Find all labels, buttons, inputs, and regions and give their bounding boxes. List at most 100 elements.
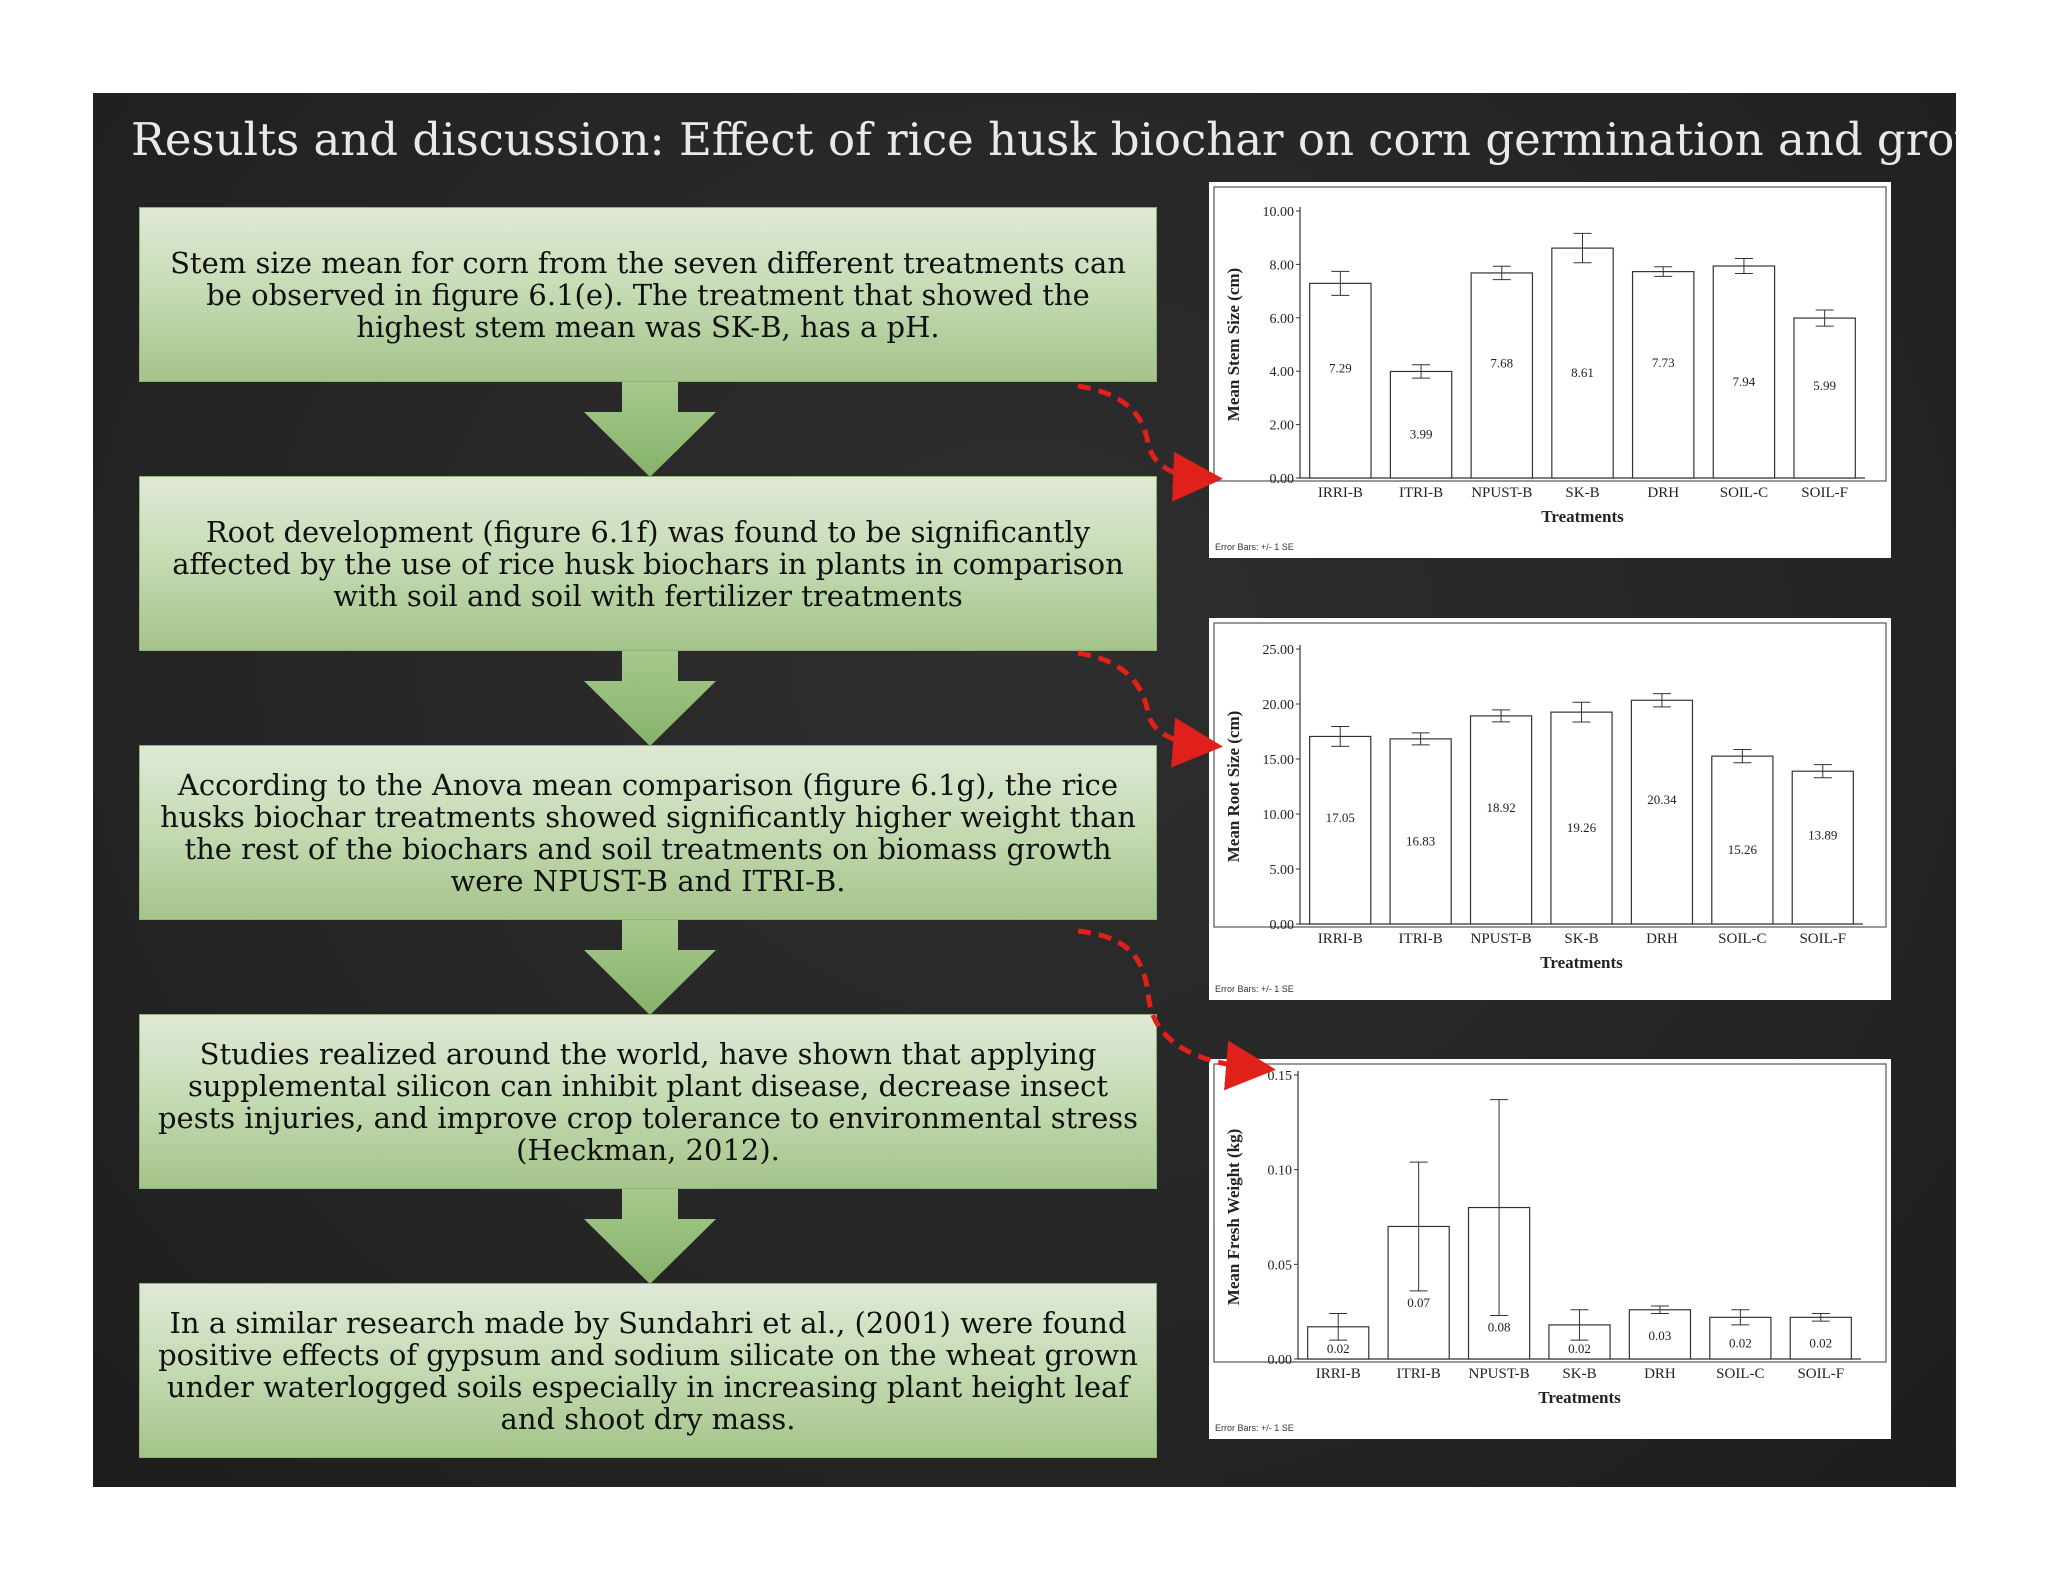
chart-frame [1213, 1063, 1887, 1363]
x-tick-label: SOIL-F [1799, 931, 1846, 947]
y-tick-label: 15.00 [1263, 753, 1295, 768]
chart-fresh-weight: 0.00 0.05 0.10 0.15 0.02 IRRI-B 0.07 ITRI-B 0.08… [1209, 1059, 1891, 1439]
y-tick-label: 8.00 [1270, 258, 1295, 273]
bar [1793, 317, 1856, 479]
data-label: 15.26 [1728, 842, 1758, 857]
connector-arrow-2 [1077, 650, 1223, 768]
chart-frame [1213, 622, 1887, 928]
text-box-root: Root development (figure 6.1f) was found… [139, 476, 1157, 651]
bar [1551, 247, 1614, 479]
bar [1309, 282, 1372, 479]
y-axis-title: Mean Stem Size (cm) [1224, 268, 1243, 421]
data-label: 20.34 [1647, 792, 1677, 807]
bar [1309, 735, 1372, 925]
data-label: 0.02 [1568, 1341, 1591, 1356]
y-tick-label: 0.00 [1270, 918, 1295, 933]
data-label: 0.08 [1488, 1319, 1511, 1334]
data-label: 17.05 [1326, 810, 1355, 825]
data-label: 3.99 [1410, 427, 1433, 442]
y-tick-label: 0.10 [1268, 1164, 1293, 1179]
y-tick-label: 25.00 [1263, 643, 1295, 658]
x-axis-title: Treatments [1540, 953, 1623, 972]
error-bar-note: Error Bars: +/- 1 SE [1215, 1423, 1294, 1433]
text-box-anova: According to the Anova mean comparison (… [139, 745, 1157, 920]
x-tick-label: NPUST-B [1471, 485, 1532, 501]
x-tick-label: DRH [1644, 1366, 1676, 1382]
bar [1469, 715, 1533, 925]
data-label: 7.29 [1329, 361, 1352, 376]
x-tick-label: SOIL-F [1797, 1366, 1844, 1382]
down-arrow-icon [584, 651, 716, 746]
slide: Results and discussion: Effect of rice h… [93, 93, 1956, 1487]
data-label: 0.02 [1327, 1341, 1350, 1356]
x-tick-label: SOIL-F [1801, 485, 1848, 501]
text-box-silicon: Studies realized around the world, have … [139, 1014, 1157, 1189]
error-bar-note: Error Bars: +/- 1 SE [1215, 984, 1294, 994]
x-tick-label: DRH [1647, 485, 1679, 501]
x-tick-label: ITRI-B [1399, 931, 1443, 947]
y-tick-label: 2.00 [1270, 419, 1295, 434]
down-arrow-icon [584, 1189, 716, 1284]
x-tick-label: IRRI-B [1318, 931, 1363, 947]
x-axis-title: Treatments [1541, 507, 1624, 526]
chart-stem-size: 0.00 2.00 4.00 6.00 8.00 10.00 7.29 IRRI-B 3.99 I… [1209, 182, 1891, 558]
x-tick-label: DRH [1646, 931, 1678, 947]
y-tick-label: 10.00 [1263, 808, 1295, 823]
x-tick-label: IRRI-B [1318, 485, 1363, 501]
data-label: 18.92 [1486, 800, 1515, 815]
data-label: 0.02 [1809, 1335, 1832, 1350]
x-tick-label: SK-B [1564, 931, 1598, 947]
y-tick-label: 0.00 [1270, 472, 1295, 487]
slide-title: Results and discussion: Effect of rice h… [131, 113, 1956, 166]
data-label: 19.26 [1567, 820, 1597, 835]
x-axis-title: Treatments [1538, 1388, 1621, 1407]
y-tick-label: 6.00 [1270, 312, 1295, 327]
data-label: 0.03 [1649, 1328, 1672, 1343]
x-tick-label: ITRI-B [1399, 485, 1443, 501]
bar [1470, 272, 1534, 479]
bar [1791, 770, 1854, 925]
y-axis-title: Mean Root Size (cm) [1224, 711, 1243, 863]
text-box-root-text: Root development (figure 6.1f) was found… [172, 514, 1124, 613]
data-label: 16.83 [1406, 833, 1435, 848]
bar [1631, 271, 1695, 479]
x-tick-label: SOIL-C [1718, 931, 1766, 947]
down-arrow-icon [584, 382, 716, 477]
chart-root-size: 0.00 5.00 10.00 15.00 20.00 25.00 17.05 IRRI-B 1… [1209, 618, 1891, 1000]
text-box-gypsum: In a similar research made by Sundahri e… [139, 1283, 1157, 1458]
chart-frame [1213, 186, 1887, 482]
data-label: 5.99 [1813, 378, 1836, 393]
y-tick-label: 20.00 [1263, 698, 1295, 713]
x-tick-label: SK-B [1562, 1366, 1596, 1382]
y-tick-label: 0.05 [1268, 1258, 1293, 1273]
bar [1550, 711, 1613, 925]
text-box-silicon-text: Studies realized around the world, have … [157, 1036, 1139, 1167]
error-bar-note: Error Bars: +/- 1 SE [1215, 542, 1294, 552]
down-arrow-icon [584, 920, 716, 1015]
text-box-stem-text: Stem size mean for corn from the seven d… [170, 245, 1126, 344]
x-tick-label: IRRI-B [1316, 1366, 1361, 1382]
data-label: 0.07 [1407, 1295, 1430, 1310]
y-tick-label: 10.00 [1263, 205, 1295, 220]
text-box-anova-text: According to the Anova mean comparison (… [160, 767, 1136, 898]
bar [1389, 738, 1452, 925]
connector-arrow-1 [1077, 383, 1223, 502]
y-tick-label: 4.00 [1270, 365, 1295, 380]
bar [1630, 699, 1694, 925]
x-tick-label: SK-B [1565, 485, 1599, 501]
y-tick-label: 5.00 [1270, 863, 1295, 878]
text-box-stem: Stem size mean for corn from the seven d… [139, 207, 1157, 382]
x-tick-label: NPUST-B [1471, 931, 1532, 947]
x-tick-label: SOIL-C [1720, 485, 1768, 501]
y-axis-title: Mean Fresh Weight (kg) [1224, 1129, 1243, 1305]
data-label: 8.61 [1571, 365, 1594, 380]
x-tick-label: SOIL-C [1716, 1366, 1764, 1382]
data-label: 7.68 [1490, 355, 1513, 370]
data-label: 0.02 [1729, 1335, 1752, 1350]
bar [1389, 370, 1453, 479]
bar [1711, 755, 1774, 925]
y-tick-label: 0.00 [1268, 1353, 1293, 1368]
text-box-gypsum-text: In a similar research made by Sundahri e… [158, 1305, 1138, 1436]
y-tick-label: 0.15 [1268, 1069, 1293, 1084]
bar [1628, 1309, 1692, 1360]
